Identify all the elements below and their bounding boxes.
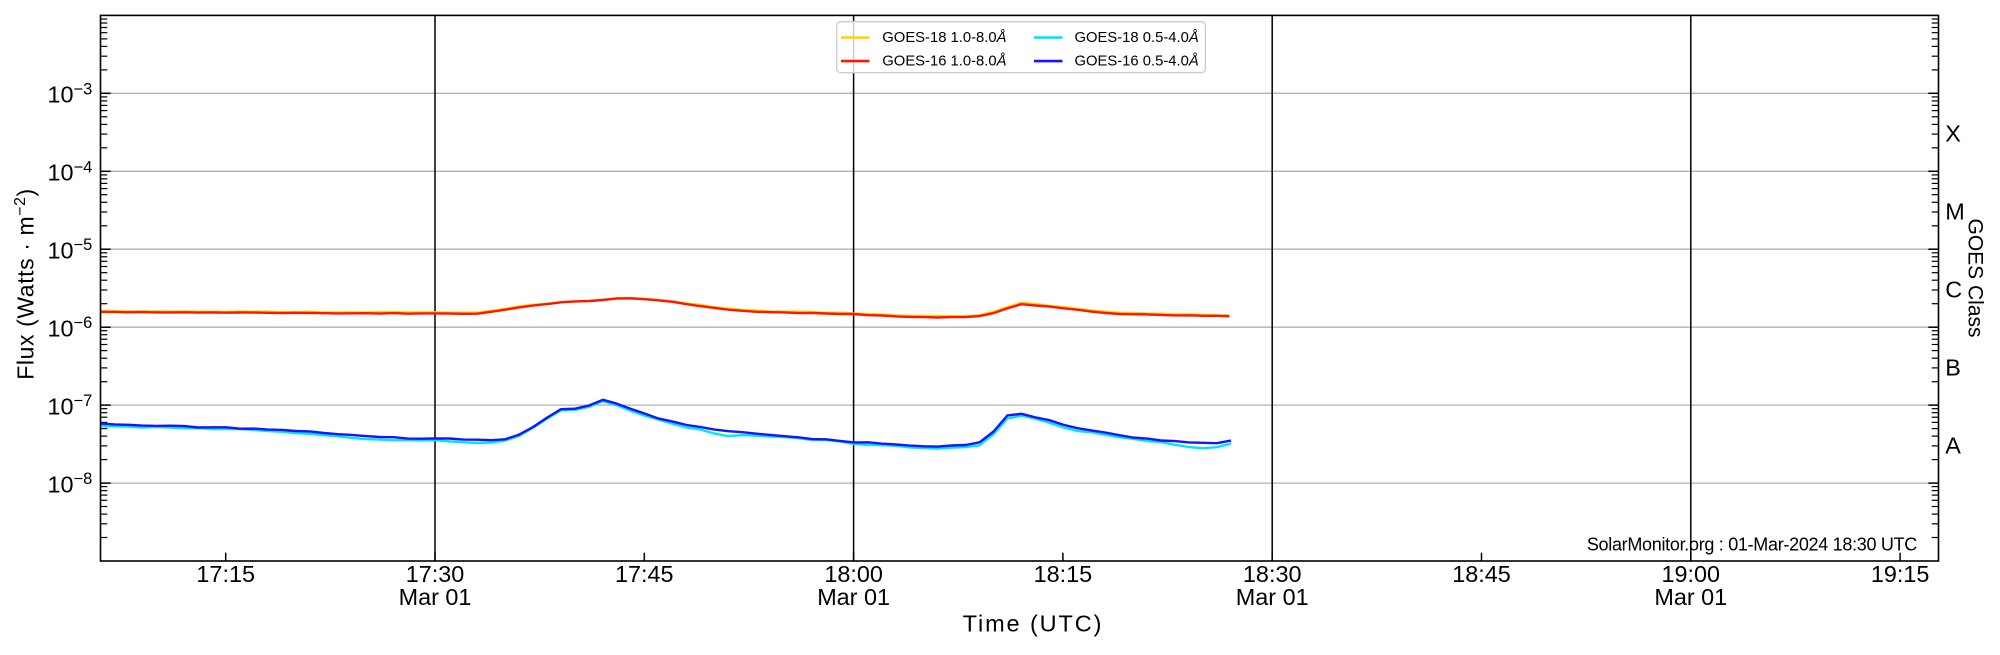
svg-text:GOES-18 0.5-4.0Å: GOES-18 0.5-4.0Å [1075,29,1199,46]
svg-text:18:00: 18:00 [824,561,883,587]
svg-text:18:15: 18:15 [1034,561,1093,587]
svg-text:10−5: 10−5 [48,236,93,263]
svg-text:A: A [1945,432,1961,458]
svg-text:B: B [1945,354,1961,380]
svg-text:Mar 01: Mar 01 [1236,584,1309,610]
svg-text:17:45: 17:45 [615,561,674,587]
svg-text:C: C [1945,277,1962,303]
svg-text:19:00: 19:00 [1662,561,1721,587]
svg-text:19:15: 19:15 [1871,561,1930,587]
svg-text:GOES-18 1.0-8.0Å: GOES-18 1.0-8.0Å [882,29,1006,46]
svg-text:SolarMonitor.org : 01-Mar-2024: SolarMonitor.org : 01-Mar-2024 18:30 UTC [1587,535,1917,555]
svg-text:Flux (Watts · m−2): Flux (Watts · m−2) [12,188,39,380]
svg-text:10−8: 10−8 [48,470,93,497]
svg-text:18:30: 18:30 [1243,561,1302,587]
svg-text:X: X [1945,121,1961,147]
svg-text:10−4: 10−4 [48,158,93,185]
svg-text:17:15: 17:15 [196,561,255,587]
svg-text:Time (UTC): Time (UTC) [963,611,1104,637]
svg-text:GOES Class: GOES Class [1964,218,1987,337]
svg-text:Mar 01: Mar 01 [817,584,890,610]
svg-text:18:45: 18:45 [1452,561,1511,587]
svg-text:17:30: 17:30 [406,561,465,587]
svg-text:GOES-16 0.5-4.0Å: GOES-16 0.5-4.0Å [1075,53,1199,70]
svg-text:M: M [1945,199,1965,225]
svg-text:Mar 01: Mar 01 [1654,584,1727,610]
svg-text:Mar 01: Mar 01 [399,584,472,610]
svg-text:GOES-16 1.0-8.0Å: GOES-16 1.0-8.0Å [882,53,1006,70]
